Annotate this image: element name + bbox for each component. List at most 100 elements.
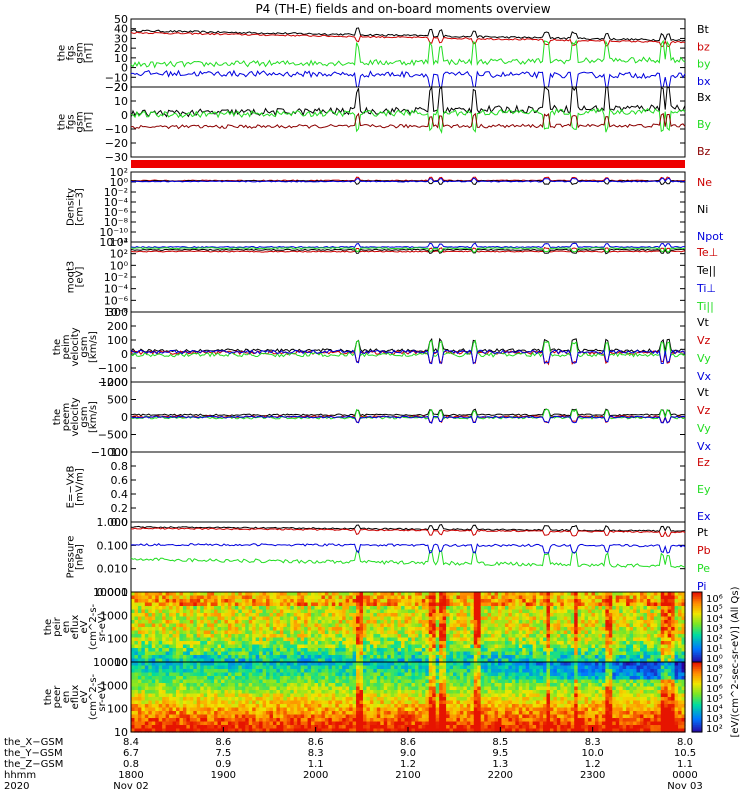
- heatmap-cell: [176, 651, 181, 656]
- heatmap-cell: [238, 707, 243, 712]
- heatmap-cell: [598, 613, 603, 618]
- heatmap-cell: [581, 599, 586, 604]
- heatmap-cell: [525, 616, 530, 621]
- heatmap-cell: [473, 641, 478, 646]
- y-tick-label: −30: [105, 151, 128, 164]
- heatmap-cell: [297, 700, 302, 705]
- heatmap-cell: [304, 616, 309, 621]
- heatmap-cell: [605, 637, 610, 642]
- heatmap-cell: [380, 697, 385, 702]
- heatmap-cell: [293, 672, 298, 677]
- heatmap-cell: [653, 613, 658, 618]
- heatmap-cell: [151, 672, 156, 677]
- heatmap-cell: [317, 627, 323, 632]
- heatmap-cell: [556, 595, 561, 600]
- heatmap-cell: [657, 599, 662, 604]
- heatmap-cell: [311, 683, 316, 688]
- heatmap-cell: [466, 634, 471, 639]
- heatmap-cell: [394, 592, 399, 597]
- heatmap-cell: [186, 707, 191, 712]
- heatmap-cell: [272, 669, 278, 674]
- heatmap-cell: [311, 630, 316, 635]
- heatmap-cell: [584, 630, 589, 635]
- heatmap-cell: [283, 669, 288, 674]
- heatmap-cell: [615, 634, 620, 639]
- heatmap-cell: [162, 683, 167, 688]
- heatmap-cell: [356, 630, 361, 635]
- heatmap-cell: [234, 679, 239, 684]
- heatmap-cell: [598, 634, 603, 639]
- heatmap-cell: [390, 602, 395, 607]
- heatmap-cell: [224, 644, 229, 649]
- heatmap-cell: [657, 623, 662, 628]
- heatmap-cell: [574, 644, 579, 649]
- heatmap-cell: [189, 641, 194, 646]
- heatmap-cell: [373, 606, 378, 611]
- heatmap-cell: [331, 655, 336, 660]
- heatmap-cell: [511, 620, 516, 625]
- heatmap-cell: [165, 644, 170, 649]
- heatmap-cell: [383, 669, 388, 674]
- heatmap-cell: [203, 686, 208, 691]
- heatmap-cell: [290, 623, 295, 628]
- heatmap-cell: [387, 669, 392, 674]
- heatmap-cell: [227, 704, 233, 709]
- heatmap-cell: [636, 595, 641, 600]
- heatmap-cell: [200, 714, 205, 719]
- heatmap-cell: [463, 637, 468, 642]
- heatmap-cell: [269, 609, 274, 614]
- heatmap-cell: [169, 616, 174, 621]
- heatmap-cell: [369, 665, 374, 670]
- heatmap-cell: [463, 595, 468, 600]
- heatmap-cell: [487, 623, 492, 628]
- heatmap-cell: [473, 620, 478, 625]
- heatmap-cell: [359, 613, 364, 618]
- heatmap-cell: [293, 641, 298, 646]
- heatmap-cell: [359, 721, 364, 726]
- heatmap-cell: [442, 644, 447, 649]
- heatmap-cell: [643, 616, 648, 621]
- heatmap-cell: [383, 648, 388, 653]
- heatmap-cell: [300, 707, 305, 712]
- heatmap-cell: [345, 592, 350, 597]
- heatmap-cell: [203, 669, 208, 674]
- heatmap-cell: [605, 595, 610, 600]
- series-Pt: [130, 524, 686, 532]
- heatmap-cell: [518, 623, 523, 628]
- heatmap-cell: [352, 613, 357, 618]
- heatmap-cell: [224, 599, 229, 604]
- heatmap-cell: [189, 725, 194, 730]
- heatmap-cell: [657, 602, 662, 607]
- heatmap-cell: [615, 595, 620, 600]
- heatmap-cell: [241, 711, 246, 716]
- heatmap-cell: [231, 641, 236, 646]
- heatmap-cell: [546, 641, 551, 646]
- heatmap-cell: [158, 637, 163, 642]
- heatmap-cell: [456, 641, 461, 646]
- heatmap-cell: [577, 655, 582, 660]
- heatmap-cell: [286, 592, 291, 597]
- y-axis-label: gsm: [75, 42, 86, 63]
- heatmap-cell: [588, 602, 593, 607]
- heatmap-cell: [214, 707, 219, 712]
- heatmap-cell: [300, 697, 305, 702]
- heatmap-cell: [259, 690, 264, 695]
- heatmap-cell: [626, 644, 631, 649]
- heatmap-cell: [317, 602, 323, 607]
- heatmap-cell: [245, 718, 250, 723]
- heatmap-cell: [328, 683, 333, 688]
- heatmap-cell: [349, 711, 354, 716]
- heatmap-cell: [338, 606, 343, 611]
- heatmap-cell: [176, 630, 181, 635]
- heatmap-cell: [401, 623, 406, 628]
- y-tick-label: 40: [114, 23, 128, 36]
- heatmap-cell: [148, 641, 153, 646]
- heatmap-cell: [619, 641, 624, 646]
- heatmap-cell: [131, 602, 136, 607]
- heatmap-cell: [321, 665, 326, 670]
- heatmap-cell: [387, 700, 392, 705]
- heatmap-cell: [525, 658, 530, 663]
- heatmap-cell: [470, 592, 475, 597]
- heatmap-cell: [421, 655, 426, 660]
- heatmap-cell: [196, 644, 201, 649]
